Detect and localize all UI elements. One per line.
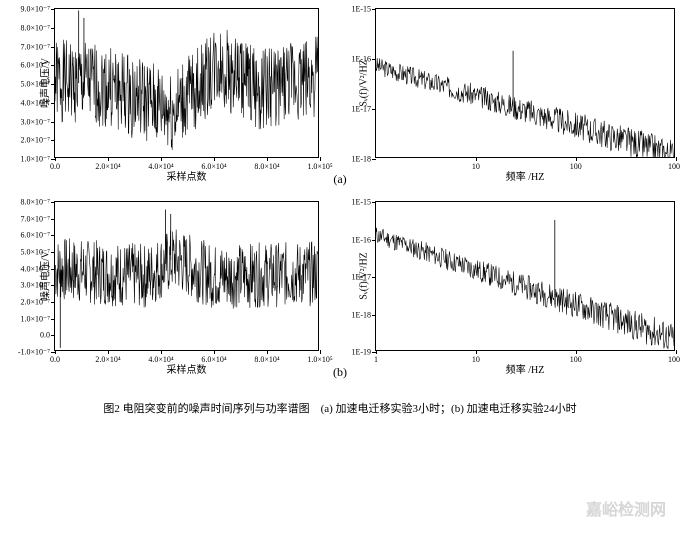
xtick-label: 100: [570, 162, 582, 171]
panel-b-time: -1.0×10⁻⁷0.01.0×10⁻⁷2.0×10⁻⁷3.0×10⁻⁷4.0×…: [54, 201, 319, 351]
ytick-label: 1E-19: [351, 348, 371, 357]
ytick-label: -1.0×10⁻⁷: [18, 348, 50, 357]
ytick-label: 0.0: [40, 331, 50, 340]
y-axis-label: Sᵥ(f)/V²/HZ: [358, 252, 369, 300]
xtick-label: 100: [570, 355, 582, 364]
chart-a-psd: 1E-181E-171E-161E-15101001000Sᵥ(f)/V²/HZ…: [375, 8, 675, 158]
xtick-label: 0.0: [50, 355, 60, 364]
ytick-label: 1.0×10⁻⁷: [20, 314, 50, 323]
xtick-label: 1.0×10⁵: [307, 162, 332, 171]
x-axis-label: 采样点数: [167, 361, 207, 376]
ytick-label: 6.0×10⁻⁷: [20, 231, 50, 240]
ytick-label: 1E-15: [351, 5, 371, 14]
ytick-label: 1E-16: [351, 235, 371, 244]
ytick-label: 1E-15: [351, 198, 371, 207]
chart-b-time: -1.0×10⁻⁷0.01.0×10⁻⁷2.0×10⁻⁷3.0×10⁻⁷4.0×…: [54, 201, 319, 351]
xtick-label: 10: [472, 162, 480, 171]
ytick-label: 7.0×10⁻⁷: [20, 42, 50, 51]
watermark-text: 嘉峪检测网: [586, 496, 666, 520]
xtick-label: 8.0×10⁴: [254, 162, 279, 171]
row-a: 1.0×10⁻⁷2.0×10⁻⁷3.0×10⁻⁷4.0×10⁻⁷5.0×10⁻⁷…: [10, 8, 670, 158]
chart-a-time: 1.0×10⁻⁷2.0×10⁻⁷3.0×10⁻⁷4.0×10⁻⁷5.0×10⁻⁷…: [54, 8, 319, 158]
sub-label-a: (a): [10, 172, 670, 187]
xtick-label: 1000: [668, 162, 680, 171]
y-axis-label: Sᵥ(f)/V²/HZ: [358, 59, 369, 107]
ytick-label: 3.0×10⁻⁷: [20, 117, 50, 126]
x-axis-label: 采样点数: [167, 168, 207, 183]
figure-container: 1.0×10⁻⁷2.0×10⁻⁷3.0×10⁻⁷4.0×10⁻⁷5.0×10⁻⁷…: [0, 0, 680, 416]
panel-a-time: 1.0×10⁻⁷2.0×10⁻⁷3.0×10⁻⁷4.0×10⁻⁷5.0×10⁻⁷…: [54, 8, 319, 158]
chart-b-psd: 1E-191E-181E-171E-161E-151101001000Sᵥ(f)…: [375, 201, 675, 351]
xtick-label: 0.0: [50, 162, 60, 171]
ytick-label: 2.0×10⁻⁷: [20, 136, 50, 145]
xtick-label: 2.0×10⁴: [95, 355, 120, 364]
xtick-label: 8.0×10⁴: [254, 355, 279, 364]
xtick-label: 10: [472, 355, 480, 364]
ytick-label: 7.0×10⁻⁷: [20, 214, 50, 223]
xtick-label: 1.0×10⁵: [307, 355, 332, 364]
panel-a-psd: 1E-181E-171E-161E-15101001000Sᵥ(f)/V²/HZ…: [375, 8, 675, 158]
y-axis-label: 噪声电压/V: [37, 251, 52, 301]
xtick-label: 2.0×10⁴: [95, 162, 120, 171]
figure-caption: 图2 电阻突变前的噪声时间序列与功率谱图 (a) 加速电迁移实验3小时；(b) …: [10, 394, 670, 416]
sub-label-b: (b): [10, 365, 670, 380]
ytick-label: 1E-18: [351, 310, 371, 319]
panel-b-psd: 1E-191E-181E-171E-161E-151101001000Sᵥ(f)…: [375, 201, 675, 351]
xtick-label: 1000: [668, 355, 680, 364]
ytick-label: 1.0×10⁻⁷: [20, 155, 50, 164]
ytick-label: 9.0×10⁻⁷: [20, 5, 50, 14]
x-axis-label: 频率 /HZ: [506, 361, 545, 376]
ytick-label: 8.0×10⁻⁷: [20, 23, 50, 32]
ytick-label: 1E-18: [351, 155, 371, 164]
xtick-label: 1: [374, 355, 378, 364]
x-axis-label: 频率 /HZ: [506, 168, 545, 183]
ytick-label: 8.0×10⁻⁷: [20, 198, 50, 207]
y-axis-label: 噪声电压/V: [37, 58, 52, 108]
row-b: -1.0×10⁻⁷0.01.0×10⁻⁷2.0×10⁻⁷3.0×10⁻⁷4.0×…: [10, 201, 670, 351]
